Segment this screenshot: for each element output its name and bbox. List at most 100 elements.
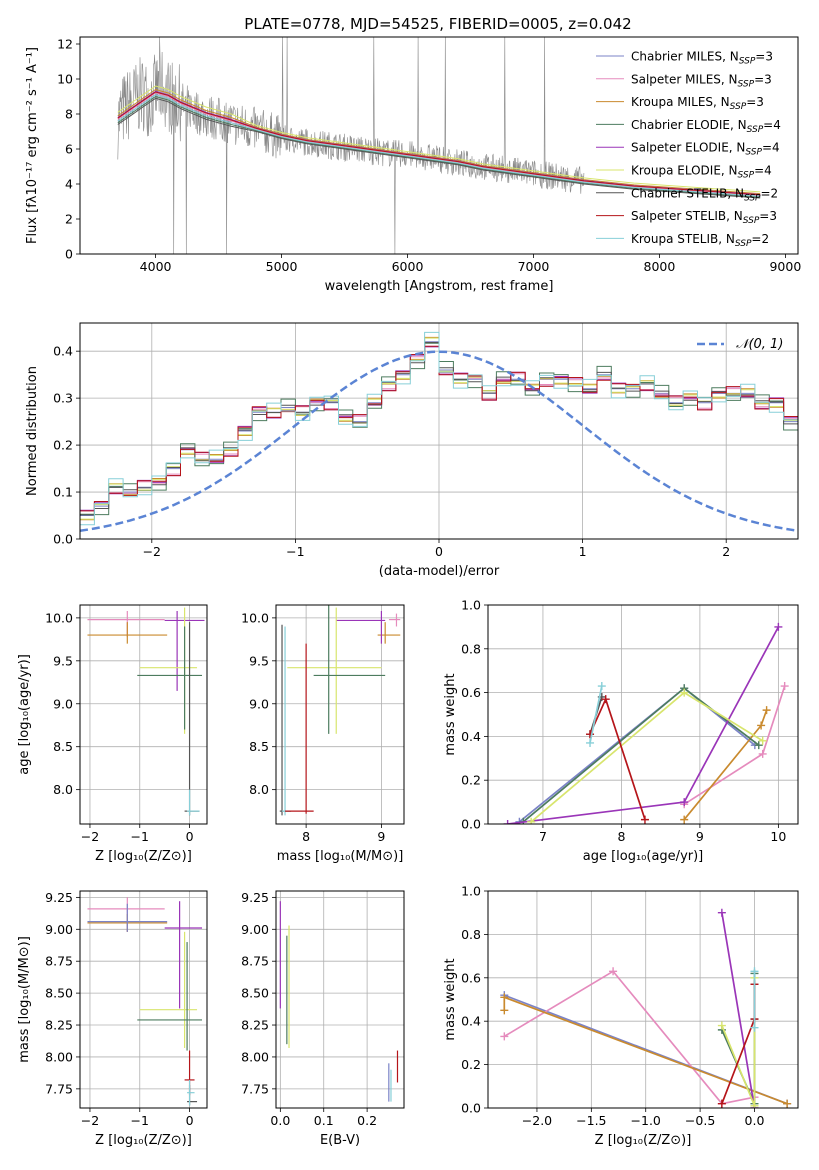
y-tick-label: 8.25 (45, 1018, 73, 1033)
weight-marker (503, 820, 512, 824)
x-axis-label: (data-model)/error (379, 564, 500, 579)
x-tick-label: 0 (186, 1113, 194, 1128)
y-tick-label: 0 (65, 247, 73, 262)
spectrum-plot: 4000 5000 6000 7000 8000 9000 0 2 4 6 8 10 12 wavelen… (25, 36, 801, 294)
y-tick-label: 0.2 (461, 1057, 481, 1072)
legend-label: Chabrier MILES, NSSP=3 (631, 50, 773, 67)
x-tick-label: −2.0 (522, 1113, 552, 1128)
y-tick-label: 0.3 (53, 391, 73, 406)
weight-line (503, 970, 755, 1105)
residual-histogram (80, 346, 798, 511)
weight-line (589, 685, 603, 744)
y-tick-label: 1.0 (461, 598, 481, 613)
weight-marker (597, 682, 606, 691)
y-tick-label: 0.1 (53, 485, 73, 500)
y-tick-label: 0.8 (461, 641, 481, 656)
weight-marker (780, 682, 789, 691)
y-tick-label: 8 (65, 107, 73, 122)
x-tick-label: −2 (81, 829, 99, 844)
y-tick-label: 12 (57, 37, 73, 52)
y-axis-label: age [log₁₀(age/yr)] (17, 654, 32, 775)
x-tick-label: 0.1 (314, 1113, 334, 1128)
y-tick-label: 0.8 (461, 927, 481, 942)
x-axis-label: wavelength [Angstrom, rest frame] (325, 279, 554, 294)
legend-label: Salpeter STELIB, NSSP=3 (631, 209, 777, 226)
x-tick-label: 0 (435, 544, 443, 559)
y-tick-label: 0.0 (461, 1101, 481, 1116)
x-axis-label: Z [log₁₀(Z/Z⊙)] (95, 849, 192, 864)
x-tick-label: 7000 (518, 259, 550, 274)
axes-frame (79, 604, 208, 825)
axes-frame (487, 604, 799, 825)
axes-frame (275, 890, 405, 1109)
weight-marker (500, 993, 509, 1002)
model-spectrum (117, 95, 761, 198)
model-spectrum (117, 91, 761, 196)
x-tick-label: 4000 (140, 259, 172, 274)
y-tick-label: 4 (65, 177, 73, 192)
legend-label: 𝒩(0, 1) (736, 337, 783, 352)
y-tick-label: 0.4 (53, 344, 73, 359)
x-tick-label: 8000 (644, 259, 676, 274)
y-axis-label: Normed distribution (25, 366, 40, 496)
x-tick-label: −2 (81, 1113, 99, 1128)
y-tick-label: 8.0 (53, 782, 73, 797)
y-tick-label: 9.00 (45, 922, 73, 937)
weight-marker (750, 1023, 759, 1032)
y-tick-label: 10 (57, 72, 73, 87)
y-tick-label: 0.2 (461, 773, 481, 788)
y-axis-label: Flux [fλ10⁻¹⁷ erg cm⁻² s⁻¹ A⁻¹] (25, 47, 40, 244)
x-tick-label: −0.5 (685, 1113, 715, 1128)
x-axis-label: E(B-V) (320, 1133, 360, 1148)
weight-marker (754, 741, 763, 750)
weight-marker (527, 817, 536, 824)
y-tick-label: 2 (65, 212, 73, 227)
weight-vs-age-plot: 7 8 9 10 0.0 0.2 0.4 0.6 0.8 1.0 age [log₁₀(age/yr… (443, 598, 799, 864)
gaussian-curve (80, 350, 798, 533)
y-tick-label: 9.5 (249, 653, 269, 668)
weight-marker (717, 908, 726, 917)
model-spectrum (117, 94, 761, 197)
residual-histogram (80, 341, 798, 516)
weight-marker (680, 798, 689, 807)
axes-frame (79, 890, 208, 1109)
weight-marker (750, 1101, 759, 1108)
y-tick-label: 0.2 (53, 438, 73, 453)
weight-marker (586, 738, 595, 747)
y-tick-label: 8.0 (249, 782, 269, 797)
legend-label: Salpeter ELODIE, NSSP=4 (631, 141, 780, 158)
weight-marker (783, 1099, 792, 1108)
weight-marker (758, 736, 767, 745)
x-tick-label: 9000 (769, 259, 801, 274)
y-tick-label: 0.6 (461, 685, 481, 700)
weight-marker (717, 1099, 726, 1108)
weight-line (683, 685, 786, 806)
weight-marker (750, 967, 759, 976)
y-tick-label: 8.50 (241, 986, 269, 1001)
weight-marker (586, 730, 595, 739)
x-tick-label: 8 (302, 829, 310, 844)
weight-marker (758, 749, 767, 758)
y-tick-label: 8.50 (45, 986, 73, 1001)
y-tick-label: 10.0 (241, 610, 269, 625)
x-tick-label: 0.0 (270, 1113, 290, 1128)
x-tick-label: 10 (770, 829, 786, 844)
x-tick-label: −2 (143, 544, 161, 559)
axes-frame (79, 36, 799, 255)
y-tick-label: 1.0 (461, 884, 481, 899)
weight-marker (680, 815, 689, 824)
residual-histogram (80, 342, 798, 516)
legend-label: Kroupa MILES, NSSP=3 (631, 95, 764, 112)
y-tick-label: 9.25 (241, 890, 269, 905)
weight-line (530, 691, 764, 823)
y-tick-label: 7.75 (45, 1081, 73, 1096)
residual-histogram-plot: −2 −1 0 1 2 0.0 0.1 0.2 0.3 0.4 (data-model)/error… (25, 322, 799, 579)
residual-histogram (80, 345, 798, 512)
weight-line (522, 687, 760, 823)
y-axis-label: mass weight (443, 958, 458, 1040)
weight-marker (500, 1032, 509, 1041)
weight-line (721, 912, 756, 1108)
x-tick-label: −1.5 (576, 1113, 606, 1128)
x-tick-label: 8 (617, 829, 625, 844)
legend-label: Chabrier ELODIE, NSSP=4 (631, 118, 781, 135)
